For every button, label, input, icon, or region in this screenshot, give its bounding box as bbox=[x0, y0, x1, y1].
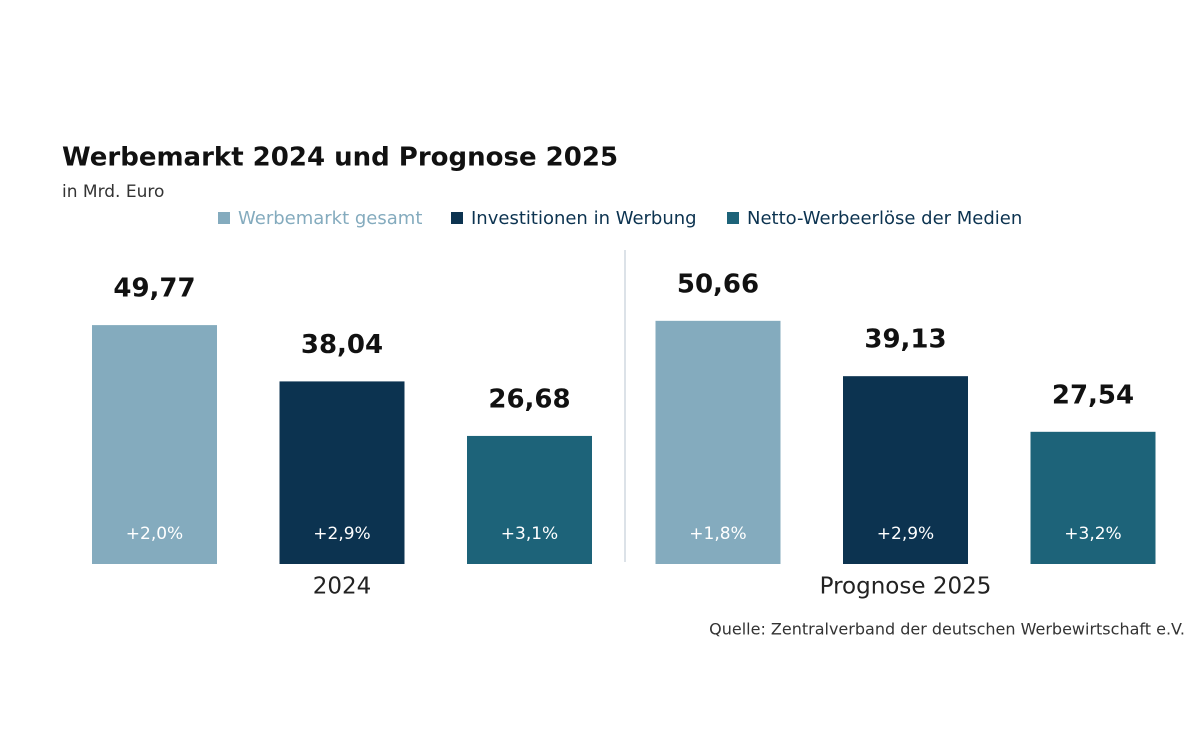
change-label: +1,8% bbox=[689, 524, 746, 544]
legend-swatch bbox=[218, 212, 230, 224]
change-label: +3,2% bbox=[1064, 524, 1121, 544]
value-label: 49,77 bbox=[113, 274, 195, 304]
x-tick-label: 2024 bbox=[313, 574, 372, 600]
legend-label: Netto-Werbeerlöse der Medien bbox=[747, 208, 1022, 229]
change-label: +2,9% bbox=[877, 524, 934, 544]
legend-swatch bbox=[727, 212, 739, 224]
source-note: Quelle: Zentralverband der deutschen Wer… bbox=[709, 620, 1185, 639]
bar bbox=[843, 376, 968, 564]
bar bbox=[467, 435, 592, 564]
bar bbox=[1030, 431, 1156, 564]
value-label: 27,54 bbox=[1052, 380, 1134, 410]
bar bbox=[655, 320, 781, 564]
chart-subtitle: in Mrd. Euro bbox=[62, 182, 164, 202]
value-label: 39,13 bbox=[864, 325, 946, 355]
change-label: +3,1% bbox=[501, 524, 558, 544]
x-tick-label: Prognose 2025 bbox=[820, 574, 992, 600]
change-label: +2,0% bbox=[126, 524, 183, 544]
value-label: 38,04 bbox=[301, 330, 383, 360]
change-label: +2,9% bbox=[313, 524, 370, 544]
value-label: 26,68 bbox=[488, 384, 570, 414]
legend-label: Investitionen in Werbung bbox=[471, 208, 697, 229]
bar bbox=[279, 381, 405, 564]
bar bbox=[92, 325, 217, 564]
value-label: 50,66 bbox=[677, 269, 759, 299]
legend-label: Werbemarkt gesamt bbox=[238, 208, 422, 229]
chart-title: Werbemarkt 2024 und Prognose 2025 bbox=[62, 143, 618, 173]
legend-swatch bbox=[451, 212, 463, 224]
